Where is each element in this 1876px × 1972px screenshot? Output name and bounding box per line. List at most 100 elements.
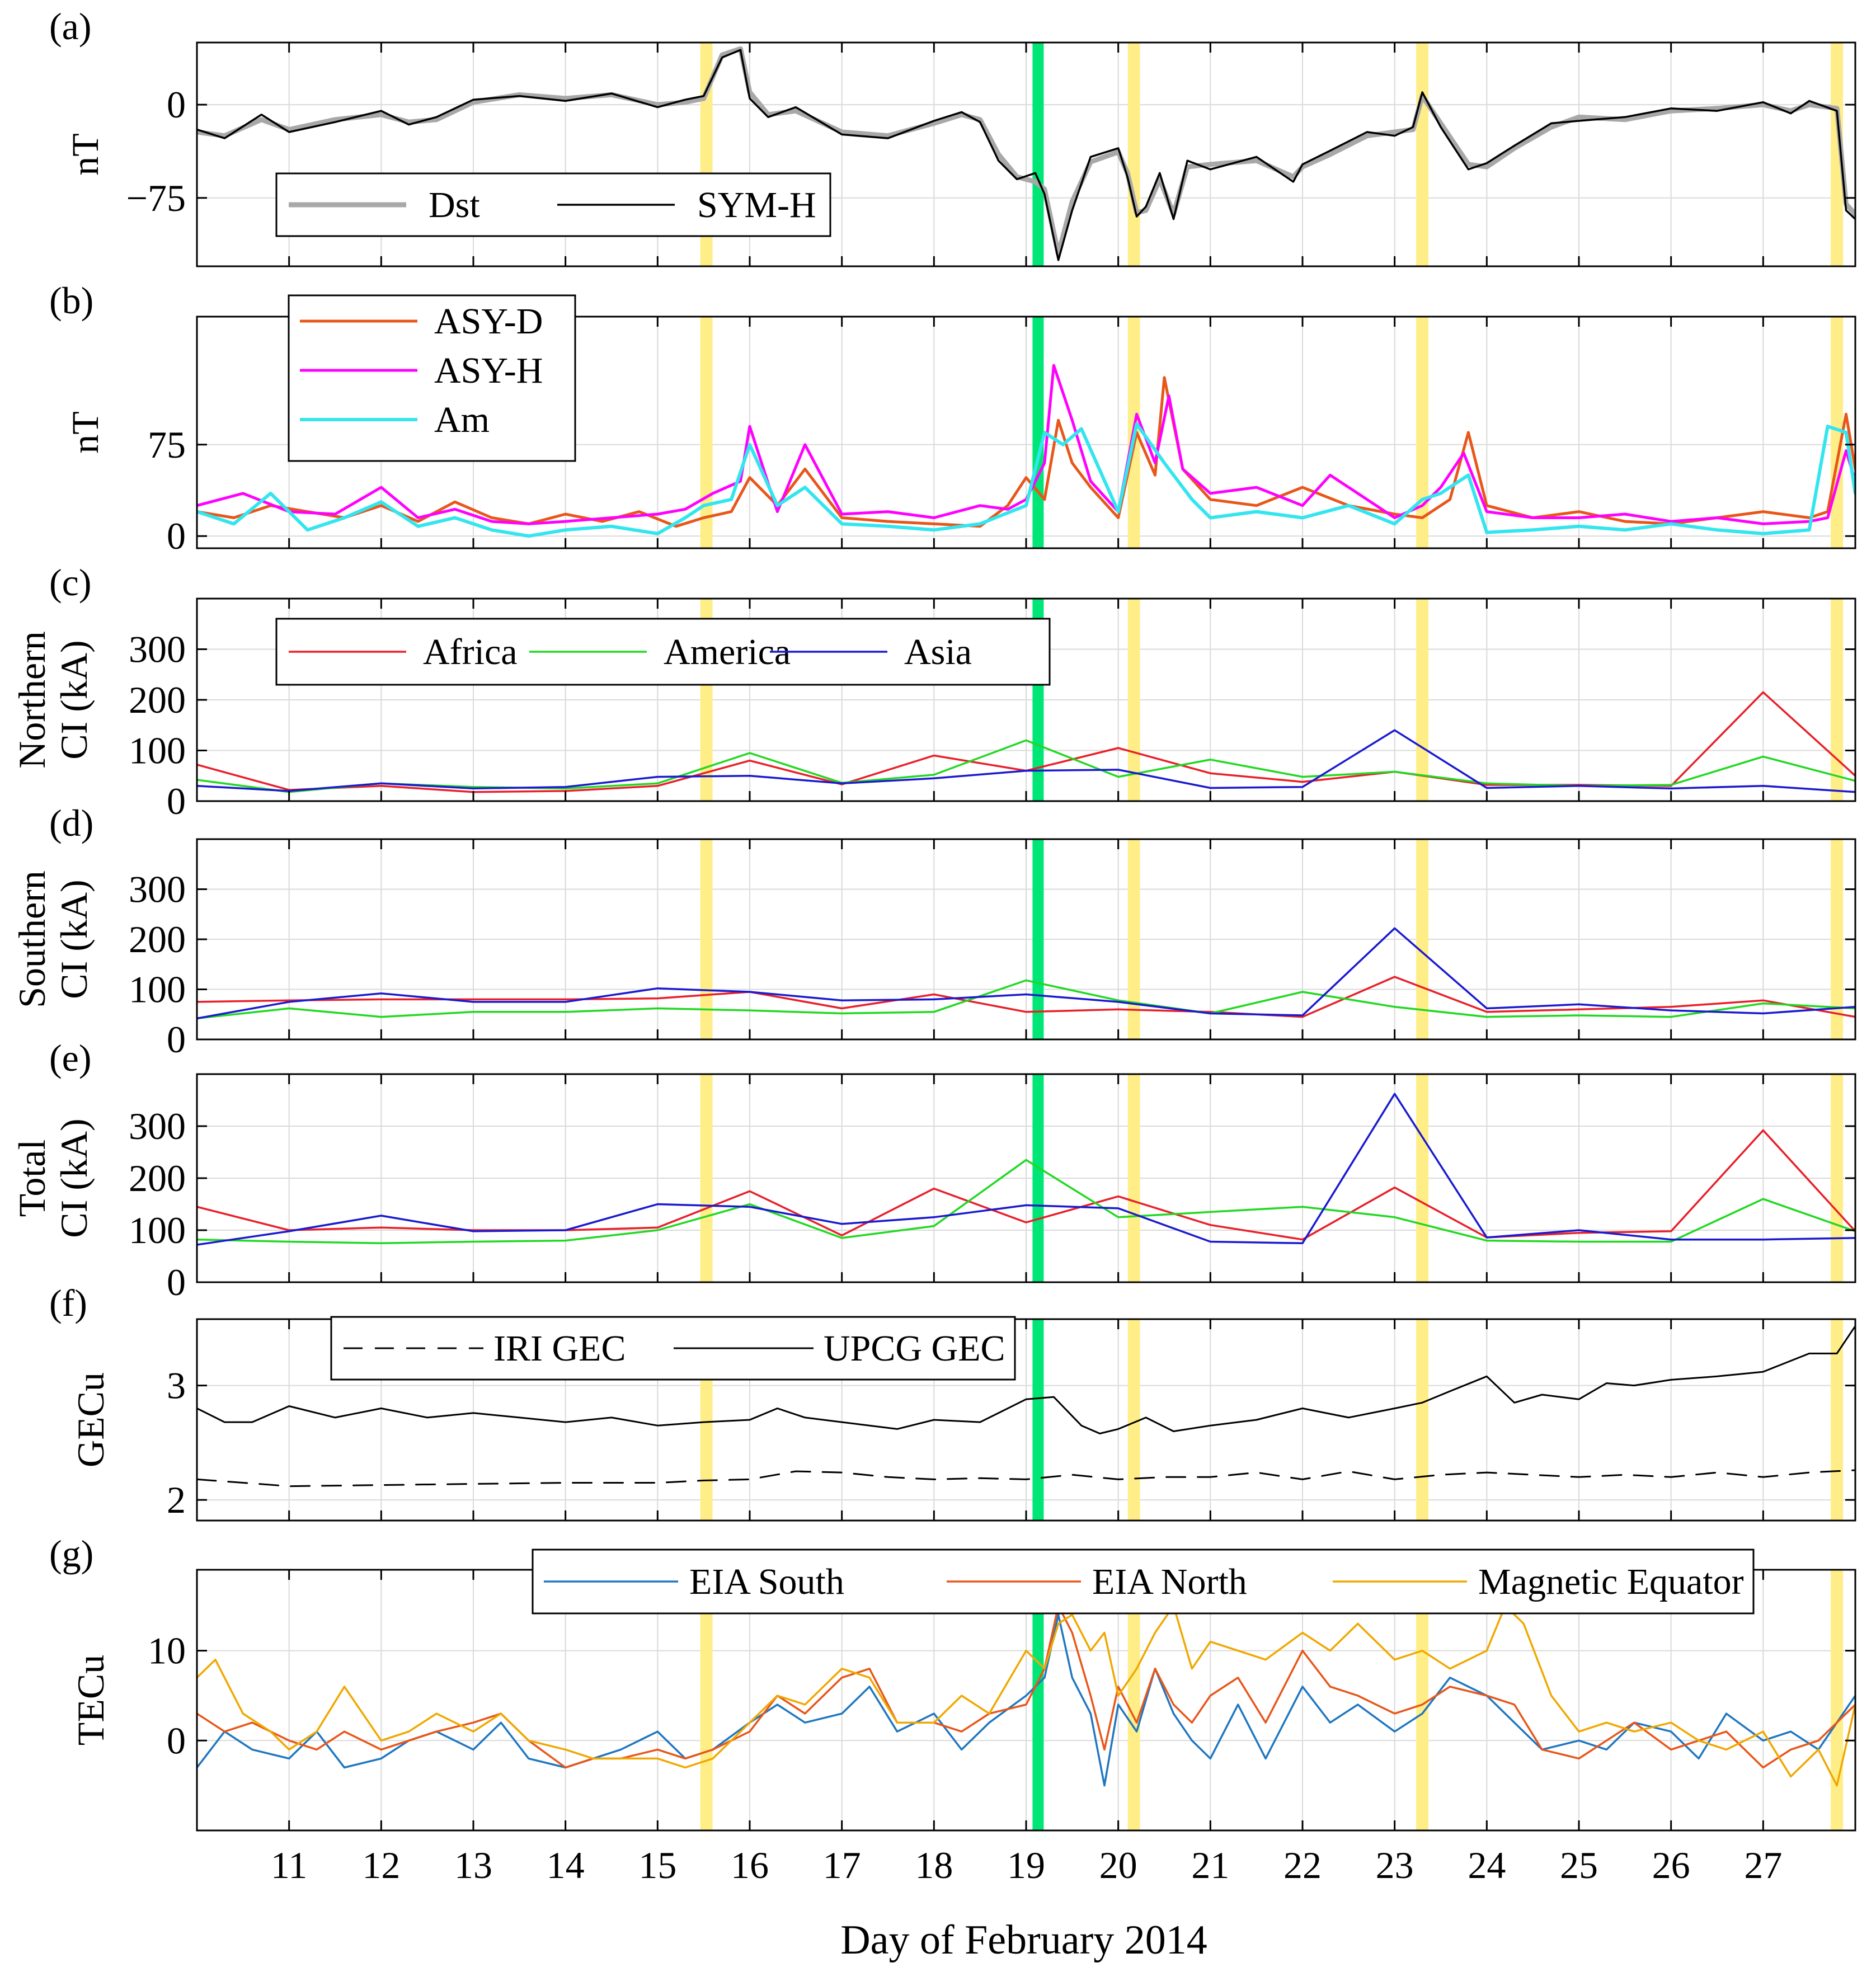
x-tick-label: 23 [1376, 1844, 1414, 1886]
legend: Dst SYM-H [275, 172, 831, 237]
x-tick-label: 16 [731, 1844, 769, 1886]
series-line-magnetic-equator [197, 1604, 1855, 1787]
highlight-band [1416, 317, 1429, 548]
y-tick-label: 3 [167, 1364, 186, 1407]
x-axis-label: Day of February 2014 [840, 1917, 1207, 1963]
legend-label: Magnetic Equator [1478, 1561, 1744, 1602]
legend-box [288, 294, 576, 462]
y-axis-label: nT [64, 133, 106, 176]
highlight-band [1831, 839, 1844, 1039]
series-line-asia [197, 729, 1855, 793]
highlight-band [1127, 839, 1140, 1039]
legend: ASY-D ASY-H Am [288, 294, 576, 462]
highlight-band [1831, 1074, 1844, 1282]
panel-label: (f) [49, 1282, 87, 1324]
x-tick-label: 12 [362, 1844, 400, 1886]
highlight-band [1831, 43, 1844, 266]
panel-label: (a) [49, 5, 91, 48]
series-line-asy-h [197, 364, 1855, 525]
series-group [197, 1093, 1855, 1246]
storm-marker [1032, 1570, 1044, 1830]
y-axis-label: Northern [11, 631, 53, 768]
y-axis-label: Southern [11, 870, 53, 1008]
y-tick-label: 75 [148, 423, 186, 466]
x-tick-label: 26 [1652, 1844, 1690, 1886]
highlight-band [1127, 1319, 1140, 1521]
y-axis-label: CI (kA) [53, 879, 95, 999]
x-tick-label: 21 [1191, 1844, 1229, 1886]
panel-g: 0 10 TECu (g) EIA South EIA North Magnetic Equ… [49, 1532, 1856, 1832]
legend-label: IRI GEC [493, 1328, 626, 1369]
y-axis-label: CI (kA) [53, 640, 95, 759]
x-tick-label: 11 [271, 1844, 307, 1886]
legend-label: America [664, 632, 791, 672]
y-tick-label: 0 [167, 1018, 186, 1061]
series-group [197, 927, 1855, 1020]
series-line-sym-h [197, 49, 1855, 261]
series-line-eia-south [197, 1613, 1855, 1787]
y-tick-label: 200 [129, 1157, 186, 1199]
y-tick-label: 300 [129, 1105, 186, 1147]
y-tick-label: 100 [129, 1209, 186, 1251]
x-tick-label: 25 [1560, 1844, 1598, 1886]
y-tick-label: 0 [167, 515, 186, 557]
legend-label: SYM-H [697, 185, 816, 225]
y-tick-label: 0 [167, 780, 186, 822]
highlight-band [1127, 43, 1140, 266]
highlight-band [1127, 1570, 1140, 1830]
panel-label: (e) [49, 1037, 91, 1079]
panel-label: (g) [49, 1532, 93, 1575]
x-tick-label: 17 [823, 1844, 861, 1886]
series-line-asia [197, 927, 1855, 1020]
x-tick-label: 19 [1007, 1844, 1045, 1886]
y-tick-label: 10 [148, 1630, 186, 1672]
panel-label: (b) [49, 279, 93, 322]
series-line-iri-gec [197, 1469, 1855, 1488]
y-tick-label: 300 [129, 628, 186, 671]
legend-label: Am [434, 399, 490, 440]
highlight-band [700, 1570, 713, 1830]
y-axis-label: TECu [69, 1655, 112, 1745]
series-line-africa [197, 1129, 1855, 1241]
y-tick-label: 200 [129, 679, 186, 721]
panel-b: 0 75 nT (b) ASY-D ASY-H Am [49, 279, 1856, 557]
highlight-band [1416, 43, 1429, 266]
storm-marker [1032, 1319, 1044, 1521]
legend-label: Africa [423, 632, 518, 672]
legend-label: UPCG GEC [824, 1328, 1005, 1369]
series-line-asia [197, 1093, 1855, 1246]
x-tick-label: 18 [915, 1844, 953, 1886]
series-line-america [197, 1159, 1855, 1245]
highlight-band [1416, 1570, 1429, 1830]
series-group [197, 46, 1855, 261]
y-tick-label: 0 [167, 1261, 186, 1303]
panel-d: 0 100 200 300 Southern CI (kA) (d) [11, 802, 1856, 1061]
panel-f: 2 3 GECu (f) IRI GEC UPCG GEC [49, 1282, 1856, 1522]
series-line-am [197, 422, 1855, 538]
legend: IRI GEC UPCG GEC [330, 1316, 1016, 1381]
legend: Africa America Asia [275, 618, 1051, 686]
x-tick-label: 27 [1744, 1844, 1782, 1886]
x-tick-label: 20 [1099, 1844, 1137, 1886]
highlight-band [1831, 599, 1844, 801]
series-group [197, 364, 1855, 538]
panel-e: 0 100 200 300 Total CI (kA) (e) [11, 1037, 1856, 1303]
panel-a: 0 −75 nT (a) Dst SYM-H [49, 5, 1856, 267]
x-tick-label: 15 [638, 1844, 676, 1886]
y-tick-label: −75 [126, 177, 186, 219]
legend-label: EIA South [689, 1561, 844, 1602]
series-group [197, 1604, 1855, 1787]
legend-box [532, 1549, 1755, 1615]
y-axis-label: Total [11, 1140, 53, 1217]
series-line-america [197, 979, 1855, 1020]
highlight-band [700, 317, 713, 548]
legend: EIA South EIA North Magnetic Equator [532, 1549, 1755, 1615]
highlight-band [1831, 1570, 1844, 1830]
storm-marker [1032, 1074, 1044, 1282]
x-tick-label: 22 [1283, 1844, 1322, 1886]
series-group [197, 1325, 1855, 1488]
y-tick-label: 300 [129, 868, 186, 911]
highlight-band [1127, 1074, 1140, 1282]
highlight-band [1416, 1074, 1429, 1282]
series-line-dst [197, 46, 1855, 257]
